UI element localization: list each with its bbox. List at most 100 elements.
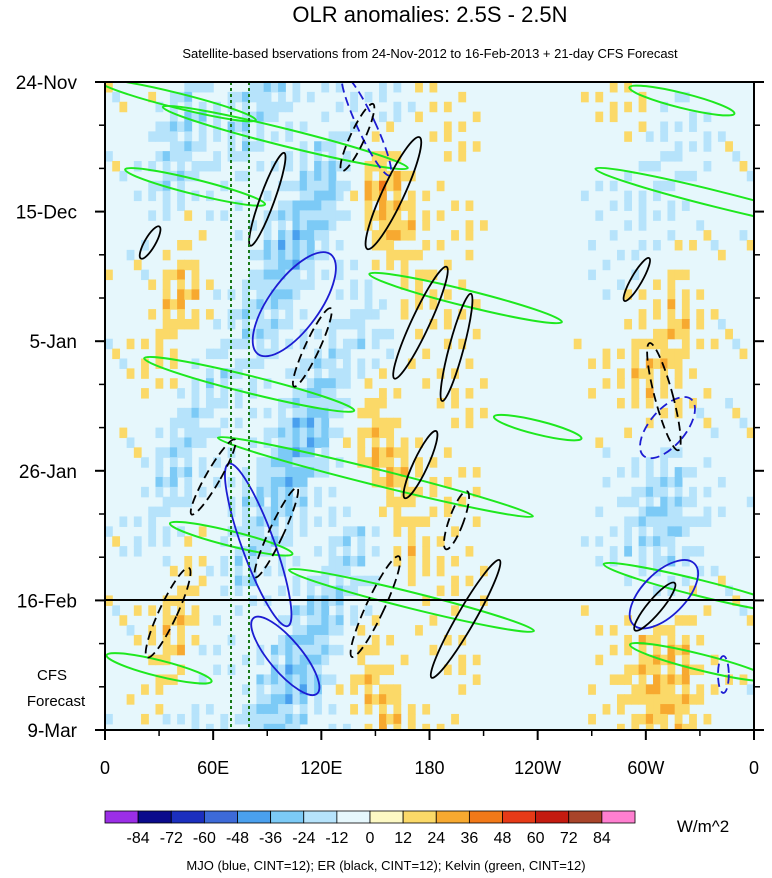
olr-field-cell: [379, 457, 387, 468]
olr-field-cell: [422, 269, 431, 281]
olr-field-cell: [429, 457, 438, 468]
olr-field-cell: [407, 358, 416, 369]
olr-field-cell: [696, 407, 705, 419]
olr-field-cell: [198, 575, 207, 587]
olr-field-cell: [653, 180, 661, 192]
olr-field-cell: [371, 190, 380, 202]
olr-field-cell: [689, 141, 697, 152]
olr-field-cell: [653, 694, 661, 705]
olr-field-cell: [299, 457, 308, 468]
olr-field-cell: [256, 476, 265, 488]
olr-field-cell: [616, 704, 625, 715]
olr-field-cell: [746, 496, 754, 508]
olr-field-cell: [285, 101, 294, 113]
olr-field-cell: [371, 328, 380, 340]
olr-field-cell: [133, 546, 142, 557]
olr-field-cell: [234, 338, 243, 350]
olr-field-cell: [588, 358, 596, 369]
olr-field-cell: [443, 664, 452, 676]
olr-field-cell: [371, 437, 380, 448]
olr-field-cell: [415, 249, 423, 261]
olr-field-cell: [292, 723, 301, 730]
olr-field-cell: [667, 200, 676, 211]
olr-field-cell: [299, 496, 308, 508]
olr-field-cell: [270, 457, 279, 468]
olr-field-cell: [141, 239, 149, 251]
olr-field-cell: [249, 82, 258, 93]
olr-field-cell: [249, 91, 258, 103]
olr-field-cell: [285, 249, 294, 261]
kelvin-contour: [602, 561, 754, 615]
olr-field-cell: [321, 378, 330, 389]
olr-field-cell: [234, 170, 243, 182]
olr-field-cell: [681, 546, 690, 557]
olr-field-cell: [242, 111, 250, 123]
olr-field-cell: [270, 486, 279, 498]
olr-field-cell: [285, 536, 294, 547]
olr-field-cell: [328, 358, 337, 369]
olr-field-cell: [660, 368, 669, 379]
olr-field-cell: [299, 654, 308, 666]
olr-field-cell: [624, 170, 633, 182]
olr-field-cell: [422, 723, 431, 730]
olr-field-cell: [739, 348, 748, 360]
olr-field-cell: [645, 516, 654, 527]
olr-field-cell: [169, 141, 178, 152]
olr-field-cell: [198, 101, 207, 113]
olr-field-cell: [169, 299, 178, 310]
olr-field-cell: [422, 536, 431, 547]
olr-field-cell: [588, 388, 596, 399]
olr-field-cell: [249, 496, 258, 508]
olr-field-cell: [393, 723, 402, 730]
olr-field-cell: [631, 378, 640, 389]
olr-field-cell: [256, 684, 265, 695]
olr-field-cell: [653, 279, 661, 290]
olr-field-cell: [342, 555, 351, 567]
olr-field-cell: [155, 684, 164, 695]
olr-field-cell: [292, 496, 301, 508]
olr-field-cell: [624, 644, 633, 656]
olr-field-cell: [285, 131, 294, 142]
olr-field-cell: [278, 279, 286, 290]
olr-field-cell: [270, 131, 279, 142]
olr-field-cell: [306, 230, 315, 241]
olr-field-cell: [415, 437, 423, 448]
olr-field-cell: [328, 506, 337, 518]
olr-field-cell: [386, 437, 395, 448]
olr-field-cell: [184, 239, 193, 251]
olr-field-cell: [278, 249, 286, 261]
olr-field-cell: [696, 565, 705, 577]
olr-field-cell: [299, 328, 308, 340]
olr-field-cell: [335, 457, 344, 468]
olr-field-cell: [191, 269, 200, 281]
olr-field-cell: [400, 230, 409, 241]
olr-field-cell: [328, 644, 337, 656]
colorbar: -84 -72 -60 -48 -36 -24 -12 0 12 24 36 48 60 72 84: [104, 810, 636, 847]
olr-field-cell: [314, 417, 322, 429]
olr-field-cell: [667, 674, 676, 685]
olr-field-cell: [314, 397, 322, 409]
olr-field-cell: [328, 210, 337, 221]
olr-field-cell: [710, 309, 719, 320]
mjo-contour: [251, 251, 337, 358]
olr-field-cell: [674, 516, 683, 527]
olr-field-cell: [256, 358, 265, 369]
olr-field-cell: [357, 338, 366, 350]
olr-field-cell: [415, 111, 423, 123]
olr-field-cell: [299, 476, 308, 488]
olr-field-cell: [299, 309, 308, 320]
olr-field-cell: [393, 151, 402, 162]
olr-field-cell: [321, 417, 330, 429]
olr-field-cell: [162, 151, 171, 162]
olr-field-cell: [429, 506, 438, 518]
olr-field-cell: [342, 318, 351, 330]
olr-field-cell: [350, 575, 358, 587]
olr-field-cell: [645, 704, 654, 715]
olr-field-cell: [292, 625, 301, 636]
olr-field-cell: [162, 605, 171, 616]
olr-field-cell: [393, 111, 402, 123]
olr-field-cell: [162, 625, 171, 636]
olr-field-cell: [472, 299, 481, 310]
olr-field-cell: [191, 141, 200, 152]
olr-field-cell: [335, 368, 344, 379]
